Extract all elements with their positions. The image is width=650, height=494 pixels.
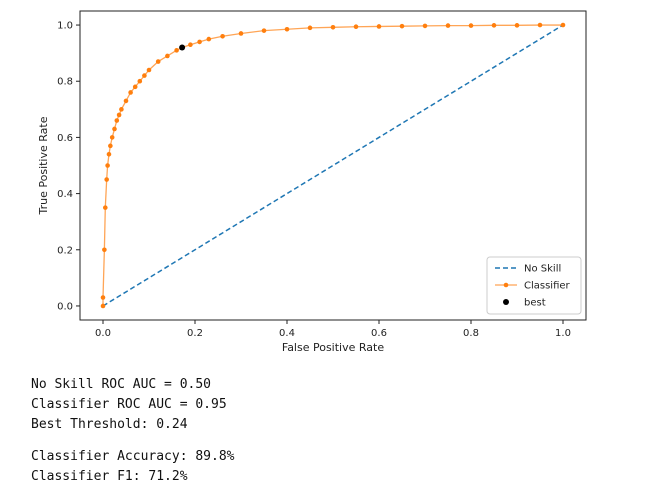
classifier-point [261, 28, 267, 33]
classifier-point [100, 303, 106, 309]
legend-label: best [524, 298, 546, 309]
roc-chart: 0.0 0.2 0.4 0.6 0.8 1.0 0.0 0.2 0.4 0.6 0.8 1.0 Fals… [37, 10, 587, 354]
classifier-point [112, 126, 117, 132]
x-tick-label: 0.6 [371, 328, 387, 339]
classifier-point [137, 78, 143, 84]
classifier-point [284, 26, 290, 32]
classifier-point [132, 84, 138, 90]
classifier-point [146, 67, 152, 73]
classifier-point [116, 112, 122, 118]
classifier-point [491, 23, 497, 28]
classifier-point [206, 36, 212, 42]
classifier-point [238, 31, 244, 36]
classifier-point [468, 23, 474, 28]
no-skill-line [102, 24, 564, 307]
classifier-point [155, 59, 161, 64]
x-axis-label: False Positive Rate [282, 341, 384, 354]
y-tick-label: 0.8 [57, 77, 73, 88]
x-tick-label: 0.2 [187, 328, 203, 339]
y-axis-label: True Positive Rate [37, 116, 50, 215]
legend-swatch-classifier-dot [503, 282, 509, 288]
classifier-point [108, 143, 113, 149]
legend-swatch-best [503, 299, 509, 305]
classifier-f1-text: Classifier F1: 71.2% [31, 469, 188, 484]
legend-label: No Skill [524, 264, 561, 275]
best-threshold-text: Best Threshold: 0.24 [31, 417, 188, 432]
classifier-point [142, 73, 147, 78]
classifier-point [105, 163, 110, 168]
classifier-accuracy-text: Classifier Accuracy: 89.8% [31, 449, 235, 464]
classifier-point [330, 24, 336, 30]
x-tick-label: 0.0 [95, 328, 111, 339]
console-output: No Skill ROC AUC = 0.50 Classifier ROC A… [31, 375, 235, 487]
classifier-point [307, 25, 313, 31]
classifier-point [106, 151, 112, 157]
classifier-point [103, 205, 108, 210]
y-tick-label: 0.4 [57, 189, 73, 200]
classifier-point [537, 22, 543, 28]
classifier-point [119, 107, 124, 112]
classifier-point [100, 295, 106, 300]
classifier-point [376, 24, 382, 29]
classifier-point [102, 247, 107, 253]
x-tick-label: 0.8 [463, 328, 479, 339]
classifier-point [560, 22, 566, 28]
axes-layer: 0.0 0.2 0.4 0.6 0.8 1.0 0.0 0.2 0.4 0.6 0.8 1.0 Fals… [37, 10, 587, 354]
classifier-point [123, 98, 129, 104]
classifier-point [104, 177, 109, 182]
plot-frame [79, 10, 587, 321]
output-spacer [31, 435, 235, 447]
classifier-point [188, 42, 193, 48]
plot-layer [100, 22, 566, 309]
x-tick-label: 1.0 [555, 328, 571, 339]
best-point [179, 44, 186, 51]
x-tick-label: 0.4 [279, 328, 295, 339]
classifier-point [114, 118, 120, 123]
classifier-point [399, 23, 405, 29]
classifier-point [165, 53, 170, 59]
legend-label: Classifier [524, 281, 571, 292]
y-tick-label: 0.2 [57, 245, 73, 256]
classifier-point [422, 23, 428, 29]
classifier-point [353, 24, 359, 30]
classifier-point [197, 39, 202, 45]
classifier-auc-text: Classifier ROC AUC = 0.95 [31, 397, 227, 412]
classifier-point [220, 33, 225, 39]
classifier-point [514, 23, 520, 28]
legend-box [486, 256, 582, 315]
classifier-point [128, 90, 133, 95]
y-tick-label: 1.0 [57, 21, 73, 32]
classifier-point [109, 135, 115, 140]
legend: No Skill Classifier best [486, 256, 582, 315]
classifier-point [445, 23, 451, 28]
classifier-point [174, 48, 179, 53]
y-tick-label: 0.6 [57, 133, 73, 144]
y-tick-label: 0.0 [57, 301, 73, 312]
no-skill-auc-text: No Skill ROC AUC = 0.50 [31, 377, 212, 392]
